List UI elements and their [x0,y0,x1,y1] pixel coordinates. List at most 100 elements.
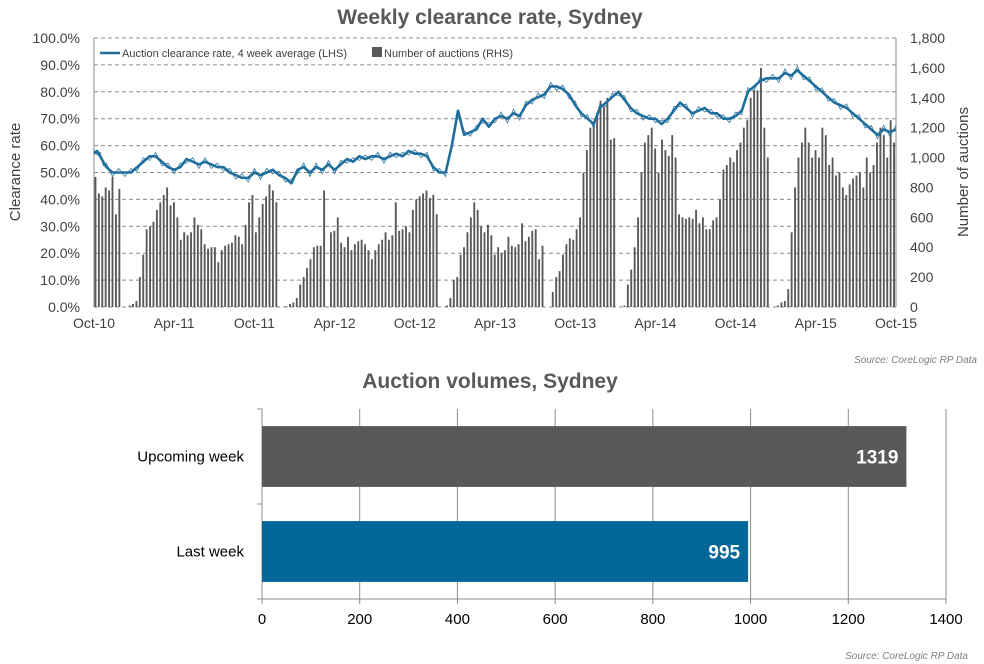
auction-bar [777,305,779,307]
auction-bar [647,135,650,307]
auction-bar [132,304,134,307]
auction-bar [678,214,680,307]
left-y-tick-label: 20.0% [40,245,80,261]
auction-bar [592,121,595,307]
auction-bar [893,142,895,307]
volume-bars: 1319 995 [262,426,907,582]
auction-bar [449,298,452,307]
auction-bar [558,271,561,307]
auction-bar [712,220,715,307]
auction-bar [347,236,349,307]
auction-bar [323,190,326,307]
x-tick-label: Oct-13 [554,315,596,331]
auction-bar [428,197,431,307]
auction-bar [524,241,527,307]
auction-bar [643,142,646,307]
auction-bar [715,217,718,307]
auction-bar [538,259,541,307]
auction-bar [452,280,455,307]
auction-bars [94,67,895,308]
auction-bar [367,250,370,307]
auction-bar [336,217,339,307]
right-y-ticks: 0 200 400 600 800 1,000 1,200 1,400 1,600 1,800 [910,30,945,315]
auction-bar [118,188,121,307]
auction-bar [838,172,841,307]
auction-bar [360,239,363,307]
auction-bar [661,139,663,307]
auction-bar [736,150,738,307]
bottom-x-tick-label: 1400 [929,611,962,628]
auction-bar [254,232,257,307]
auction-bar [265,196,268,307]
auction-volumes-chart: Auction volumes, Sydney 1319 995 Upcoming… [137,370,968,662]
bottom-x-tick-label: 400 [445,611,470,628]
auction-bar [231,242,233,307]
x-tick-label: Apr-11 [154,315,195,331]
auction-bar [541,245,544,307]
clearance-rate-weekly-line [93,65,897,183]
auction-bar [691,218,694,307]
auction-bar [766,157,769,307]
auction-bar [237,236,240,307]
right-y-tick-label: 1,400 [910,90,945,106]
auction-bar [562,254,564,307]
auction-bar [848,184,851,307]
auction-bar [227,244,230,307]
auction-bar [599,100,602,308]
x-ticks: Oct-10 Apr-11 Oct-11 Apr-12 Oct-12 Apr-13 Oct-… [73,315,917,331]
left-y-tick-label: 90.0% [40,57,80,73]
legend-line-label: Auction clearance rate, 4 week average (… [122,48,347,60]
auction-bar [128,305,131,307]
clearance-rate-chart: Weekly clearance rate, Sydney 0.0% 10.0% 2… [7,6,977,366]
auction-bar [370,259,373,307]
auction-bar [476,209,479,307]
auction-bar [613,138,616,307]
x-tick-label: Apr-14 [634,315,676,331]
auction-bar [551,292,554,307]
auction-bar [329,232,332,307]
bottom-x-tick-label: 0 [258,611,266,628]
auction-bar [377,244,380,307]
auction-bar [739,142,742,307]
auction-bar [637,217,640,307]
auction-bar [787,289,790,307]
auction-bar [818,157,820,307]
auction-bar [94,176,97,307]
auction-bar [688,217,691,307]
legend-bar-swatch [372,47,382,57]
auction-bar [565,244,568,307]
auction-bar [753,90,756,307]
auction-bar [289,304,291,307]
auction-bar [432,194,435,307]
auction-bar [855,175,858,307]
auction-bar [606,97,609,308]
auction-bar [886,157,889,307]
auction-bar [596,112,599,307]
auction-bar [408,232,411,307]
auction-bar [708,229,711,307]
bottom-x-tick-label: 600 [543,611,568,628]
right-y-tick-label: 0 [910,299,918,315]
volume-bar [262,426,907,487]
auction-bar [357,241,360,307]
auction-bar [241,244,244,307]
auction-bar [456,277,459,307]
auction-bar [626,284,629,307]
x-tick-label: Oct-11 [234,315,275,331]
auction-bar [514,247,517,307]
auction-bar [845,194,848,307]
bottom-x-tick-label: 800 [640,611,665,628]
auction-bar [401,229,404,307]
auction-bar [862,187,865,307]
auction-bar [285,306,288,307]
auction-bar [650,127,653,308]
auction-bar [531,230,534,307]
auction-bar [108,190,111,307]
auction-bar [466,232,469,307]
volume-bar [262,521,749,582]
auction-bar [173,202,175,307]
bottom-x-ticks: 0 200 400 600 800 1000 1200 1400 [258,611,963,628]
auction-bar [869,172,872,307]
auction-bar [145,229,148,307]
auction-bar [684,218,687,307]
